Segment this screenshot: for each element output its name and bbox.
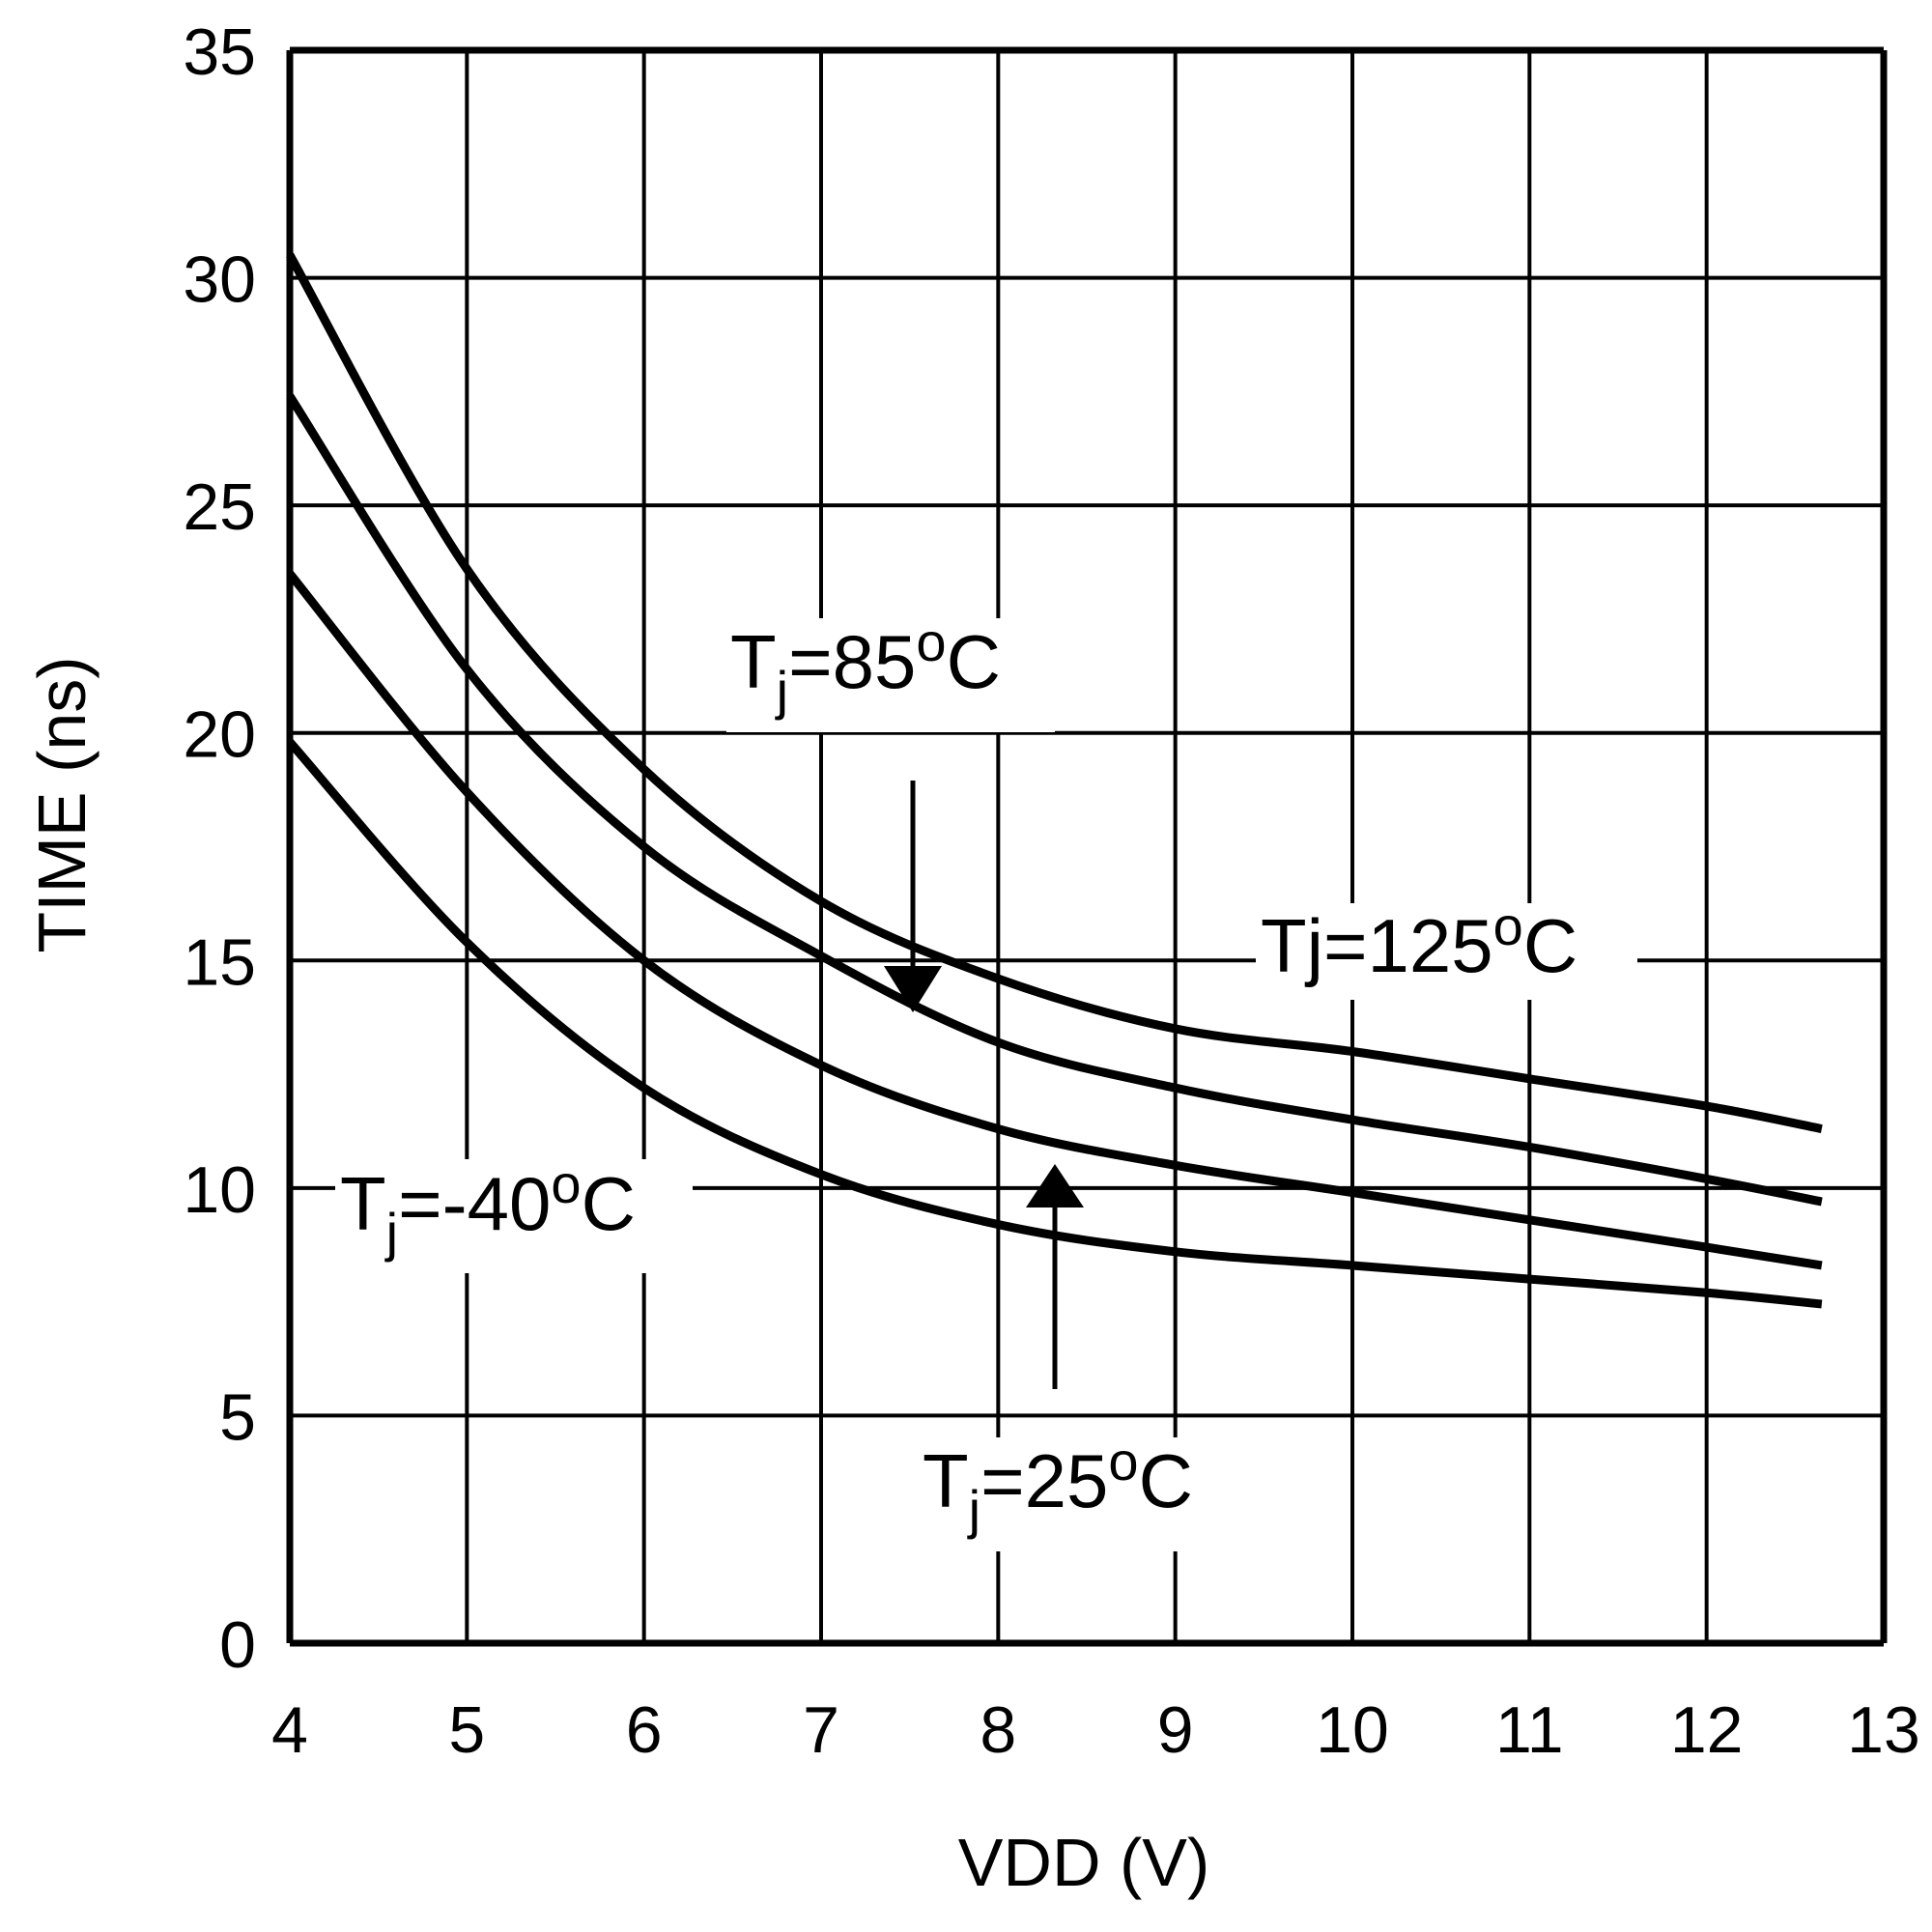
x-tick-label: 7 xyxy=(803,1693,839,1767)
y-tick-label: 0 xyxy=(219,1608,256,1682)
y-tick-label: 25 xyxy=(183,470,256,544)
label-tj-minus40: Tj=-40oC xyxy=(335,1153,693,1273)
x-tick-label: 9 xyxy=(1157,1693,1194,1767)
series-line xyxy=(286,252,1823,1134)
label-tj-85: Tj=85oC xyxy=(726,611,1055,732)
x-tick-label: 12 xyxy=(1670,1693,1744,1767)
svg-text:Tj=85oC: Tj=85oC xyxy=(730,611,1001,721)
y-axis-title: TIME (ns) xyxy=(24,656,99,952)
x-tick-label: 5 xyxy=(448,1693,485,1767)
x-tick-label: 4 xyxy=(271,1693,308,1767)
svg-text:Tj=125oC: Tj=125oC xyxy=(1261,895,1577,988)
x-axis-title: VDD (V) xyxy=(958,1825,1210,1900)
y-tick-label: 30 xyxy=(183,243,256,317)
arrow-25 xyxy=(1026,1164,1084,1389)
svg-text:Tj=-40oC: Tj=-40oC xyxy=(340,1153,636,1263)
y-tick-label: 10 xyxy=(183,1153,256,1227)
x-tick-label: 13 xyxy=(1847,1693,1920,1767)
series-line xyxy=(286,393,1823,1207)
y-tick-label: 20 xyxy=(183,698,256,772)
x-tick-label: 10 xyxy=(1316,1693,1389,1767)
label-tj-125: Tj=125oC xyxy=(1256,895,1637,1000)
arrow-85 xyxy=(884,781,942,1012)
series-line xyxy=(286,739,1823,1309)
curves xyxy=(286,252,1823,1309)
series-line xyxy=(286,570,1823,1270)
tick-labels: 4 5 6 7 8 9 10 11 12 13 0 5 10 15 20 25 30 35 xyxy=(183,15,1919,1767)
svg-text:Tj=25oC: Tj=25oC xyxy=(923,1431,1193,1540)
y-tick-label: 35 xyxy=(183,15,256,89)
grid xyxy=(286,46,1888,1647)
x-tick-label: 8 xyxy=(980,1693,1016,1767)
y-tick-label: 15 xyxy=(183,925,256,999)
y-tick-label: 5 xyxy=(219,1380,256,1454)
x-tick-label: 6 xyxy=(626,1693,663,1767)
label-tj-25: Tj=25oC xyxy=(918,1431,1246,1551)
x-tick-label: 11 xyxy=(1495,1693,1564,1767)
